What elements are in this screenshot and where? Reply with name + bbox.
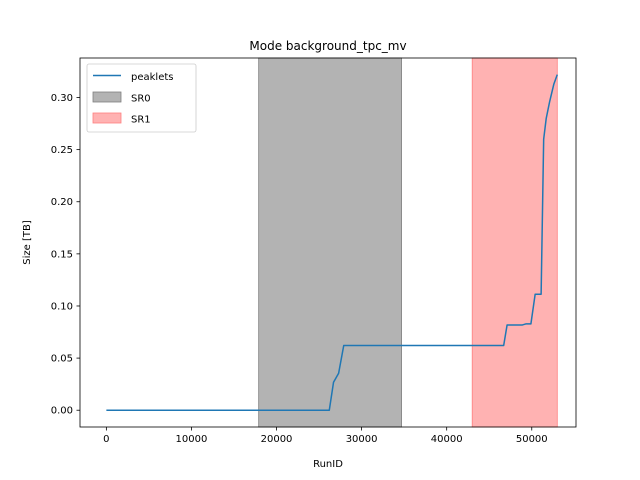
legend: peaklets SR0 SR1 (86, 63, 197, 133)
series-line-peaklets (106, 74, 558, 411)
y-axis-ticks: 0.00 0.05 0.10 0.15 0.20 0.25 0.30 (51, 93, 80, 417)
y-tick-label: 0.15 (51, 249, 73, 260)
x-tick-label: 40000 (431, 434, 463, 445)
y-tick-label: 0.05 (51, 354, 73, 365)
y-axis-label: Size [TB] (22, 220, 33, 265)
x-tick-label: 10000 (176, 434, 208, 445)
shaded-regions (258, 57, 558, 428)
y-tick-label: 0.10 (51, 301, 73, 312)
legend-swatch-sr0 (92, 91, 122, 103)
y-tick-label: 0.20 (51, 197, 73, 208)
x-tick-label: 20000 (261, 434, 293, 445)
legend-swatch-sr1 (92, 112, 122, 124)
chart-title: Mode background_tpc_mv (249, 39, 406, 53)
x-tick-label: 0 (103, 434, 109, 445)
data-series (106, 74, 558, 411)
x-tick-label: 50000 (516, 434, 548, 445)
span-sr0 (258, 57, 402, 428)
plot-frame (79, 57, 577, 428)
span-sr1 (471, 57, 558, 428)
y-tick-label: 0.25 (51, 145, 73, 156)
legend-label-sr1: SR1 (131, 115, 151, 126)
y-tick-label: 0.00 (51, 406, 73, 417)
legend-label-peaklets: peaklets (131, 72, 173, 83)
x-axis-label: RunID (313, 459, 343, 470)
y-tick-label: 0.30 (51, 93, 73, 104)
x-axis-ticks: 0 10000 20000 30000 40000 50000 (103, 427, 548, 445)
legend-label-sr0: SR0 (131, 94, 151, 105)
x-tick-label: 30000 (346, 434, 378, 445)
